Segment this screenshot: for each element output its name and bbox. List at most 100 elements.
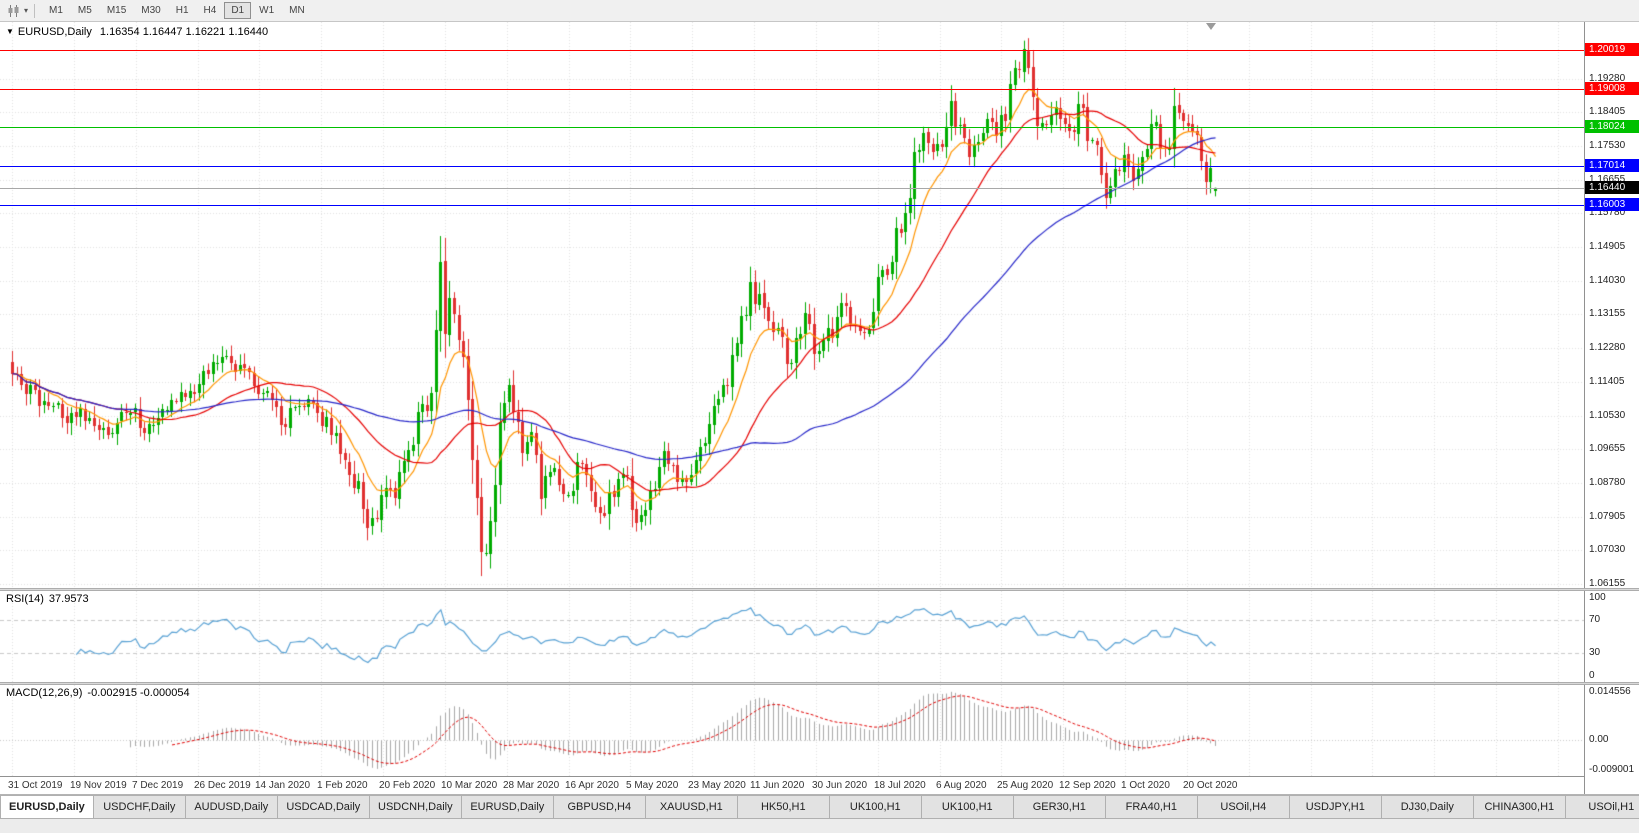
tab-china300-h1-16[interactable]: CHINA300,H1 — [1473, 795, 1566, 819]
hline-1.17014[interactable] — [0, 166, 1584, 167]
toolbar-separator — [34, 3, 36, 18]
timeframe-d1-button[interactable]: D1 — [224, 2, 252, 19]
tab-usdjpy-h1-14[interactable]: USDJPY,H1 — [1289, 795, 1382, 819]
candlestick-glyph — [8, 4, 19, 17]
tab-eurusd-daily-5[interactable]: EURUSD,Daily — [461, 795, 554, 819]
date-label: 11 Jun 2020 — [750, 780, 805, 791]
price-axis-label: 1.13155 — [1589, 308, 1626, 319]
price-axis-label: 1.08780 — [1589, 477, 1626, 488]
price-axis-label: 1.17530 — [1589, 140, 1626, 151]
date-label: 7 Dec 2019 — [132, 780, 184, 791]
price-axis-label: 1.18405 — [1589, 106, 1626, 117]
date-label: 20 Feb 2020 — [379, 780, 436, 791]
tab-uk100-h1-10[interactable]: UK100,H1 — [921, 795, 1014, 819]
hline-1.19008[interactable] — [0, 89, 1584, 90]
date-label: 23 May 2020 — [688, 780, 746, 791]
price-axis-label: 1.12280 — [1589, 342, 1626, 353]
main-chart-canvas[interactable] — [0, 22, 1584, 588]
date-label: 12 Sep 2020 — [1059, 780, 1116, 791]
tab-audusd-daily-2[interactable]: AUDUSD,Daily — [185, 795, 278, 819]
date-label: 31 Oct 2019 — [8, 780, 63, 791]
timeframe-h4-button[interactable]: H4 — [203, 5, 217, 16]
price-axis-label: 1.15780 — [1589, 207, 1626, 218]
rsi-label: RSI(14) 37.9573 — [6, 593, 89, 605]
date-label: 16 Apr 2020 — [565, 780, 619, 791]
current-price-line — [0, 188, 1584, 189]
main-chart-panel: ▼ EURUSD,Daily 1.16354 1.16447 1.16221 1.1… — [0, 22, 1584, 588]
chart-title: ▼ EURUSD,Daily 1.16354 1.16447 1.16221 1.1… — [6, 26, 268, 38]
tab-uk100-h1-9[interactable]: UK100,H1 — [829, 795, 922, 819]
tab-hk50-h1-8[interactable]: HK50,H1 — [737, 795, 830, 819]
date-label: 1 Feb 2020 — [317, 780, 368, 791]
timeframe-m15-button[interactable]: M15 — [106, 5, 127, 16]
tab-eurusd-daily-0[interactable]: EURUSD,Daily — [0, 795, 94, 819]
timeframe-w1-button[interactable]: W1 — [259, 5, 275, 16]
price-level-tag: 1.19008 — [1585, 82, 1639, 95]
panel-splitter[interactable] — [0, 588, 1639, 591]
price-axis-label: 1.09655 — [1589, 443, 1626, 454]
date-label: 19 Nov 2019 — [70, 780, 127, 791]
timeframe-h1-button[interactable]: H1 — [175, 5, 189, 16]
chart-tabs: EURUSD,Daily USDCHF,Daily AUDUSD,Daily USDC… — [0, 795, 1639, 819]
price-level-tag: 1.17014 — [1585, 159, 1639, 172]
tab-xauusd-h1-7[interactable]: XAUUSD,H1 — [645, 795, 738, 819]
macd-name: MACD(12,26,9) — [6, 687, 83, 699]
date-label: 5 May 2020 — [626, 780, 679, 791]
date-label: 30 Jun 2020 — [812, 780, 868, 791]
price-axis-label: 1.14905 — [1589, 241, 1626, 252]
macd-value: -0.002915 -0.000054 — [87, 687, 190, 699]
chart-ohlc-values: 1.16354 1.16447 1.16221 1.16440 — [99, 26, 269, 38]
chart-menu-caret-icon[interactable]: ▼ — [6, 27, 14, 36]
tab-usdchf-daily-1[interactable]: USDCHF,Daily — [93, 795, 186, 819]
tab-usoil-h1-17[interactable]: USOil,H1 — [1565, 795, 1639, 819]
price-axis-label: 1.19280 — [1589, 73, 1626, 84]
tab-ger30-h1-11[interactable]: GER30,H1 — [1013, 795, 1106, 819]
chart-shift-marker[interactable] — [1206, 23, 1216, 30]
price-axis-label: 1.16655 — [1589, 174, 1626, 185]
macd-panel: MACD(12,26,9) -0.002915 -0.000054 — [0, 685, 1584, 776]
tab-usdcnh-daily-4[interactable]: USDCNH,Daily — [369, 795, 462, 819]
tab-dj30-daily-15[interactable]: DJ30,Daily — [1381, 795, 1474, 819]
toolbar: ▾ M1 M5 M15 M30 H1 H4 D1 W1 MN — [0, 0, 1639, 22]
macd-canvas[interactable] — [0, 685, 1584, 776]
rsi-canvas[interactable] — [0, 591, 1584, 682]
tab-usoil-h4-13[interactable]: USOil,H4 — [1197, 795, 1290, 819]
chart-symbol-timeframe: EURUSD,Daily — [17, 26, 92, 38]
timeframe-m5-button[interactable]: M5 — [77, 5, 92, 16]
time-axis[interactable]: 31 Oct 2019 19 Nov 2019 7 Dec 2019 26 Dec 2… — [0, 776, 1584, 794]
rsi-axis-label: 0 — [1589, 670, 1595, 681]
date-label: 28 Mar 2020 — [503, 780, 560, 791]
panel-splitter[interactable] — [0, 682, 1639, 685]
tab-gbpusd-h4-6[interactable]: GBPUSD,H4 — [553, 795, 646, 819]
tab-fra40-h1-12[interactable]: FRA40,H1 — [1105, 795, 1198, 819]
date-label: 6 Aug 2020 — [936, 780, 987, 791]
chart-tabbar: EURUSD,Daily USDCHF,Daily AUDUSD,Daily USDC… — [0, 794, 1639, 833]
price-axis[interactable]: 1.19280 1.18405 1.17530 1.16655 1.15780 1.149… — [1584, 22, 1639, 794]
timeframe-buttons: M1 M5 M15 M30 H1 H4 D1 W1 MN — [42, 2, 312, 19]
timeframe-mn-button[interactable]: MN — [289, 5, 305, 16]
macd-axis-label: -0.009001 — [1589, 764, 1635, 775]
hline-1.20019[interactable] — [0, 50, 1584, 51]
date-label: 20 Oct 2020 — [1183, 780, 1238, 791]
hline-1.16003[interactable] — [0, 205, 1584, 206]
rsi-value: 37.9573 — [48, 593, 89, 605]
hline-1.18024[interactable] — [0, 127, 1584, 128]
price-axis-label: 1.07030 — [1589, 544, 1626, 555]
chart-type-icon[interactable] — [5, 2, 23, 20]
rsi-axis-label: 100 — [1589, 592, 1606, 603]
date-label: 25 Aug 2020 — [997, 780, 1054, 791]
date-label: 18 Jul 2020 — [874, 780, 926, 791]
macd-axis-label: 0.00 — [1589, 734, 1609, 745]
price-axis-label: 1.10530 — [1589, 410, 1626, 421]
timeframe-m1-button[interactable]: M1 — [49, 5, 63, 16]
price-axis-label: 1.06155 — [1589, 578, 1626, 589]
rsi-axis-label: 30 — [1589, 647, 1601, 658]
rsi-axis-label: 70 — [1589, 614, 1601, 625]
tab-usdcad-daily-3[interactable]: USDCAD,Daily — [277, 795, 370, 819]
date-label: 26 Dec 2019 — [194, 780, 251, 791]
timeframe-m30-button[interactable]: M30 — [141, 5, 161, 16]
macd-axis-label: 0.014556 — [1589, 686, 1631, 697]
chart-type-caret-icon[interactable]: ▾ — [24, 6, 29, 15]
date-label: 10 Mar 2020 — [441, 780, 498, 791]
price-axis-label: 1.07905 — [1589, 511, 1626, 522]
